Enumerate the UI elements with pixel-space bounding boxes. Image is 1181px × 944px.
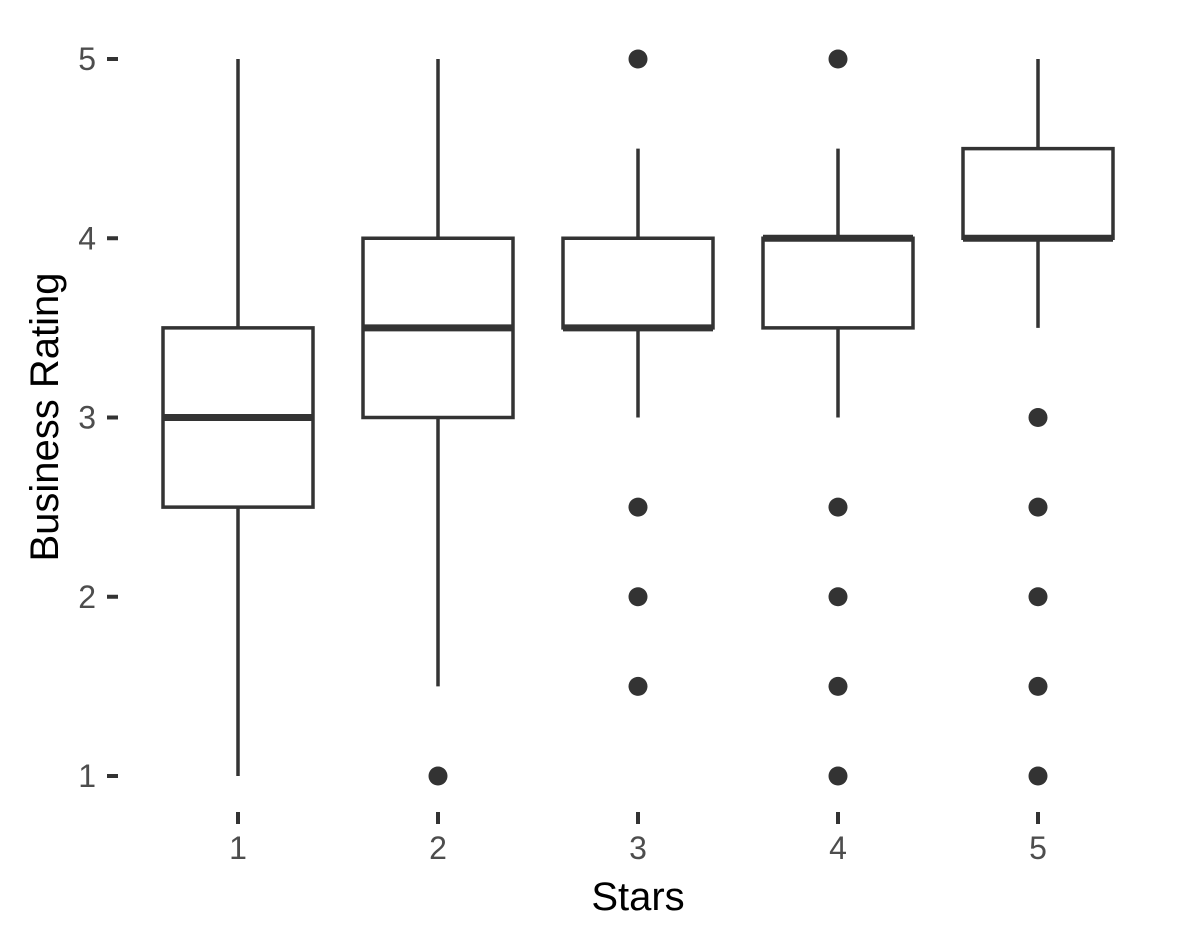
outlier-point <box>1028 497 1048 517</box>
iqr-box <box>961 146 1115 240</box>
outlier-point <box>1028 408 1048 427</box>
outlier-point <box>828 676 848 696</box>
box-group <box>361 59 515 786</box>
y-tick-label: 1 <box>78 758 96 794</box>
outlier-point <box>1028 766 1048 786</box>
y-axis: 1 2 3 4 5 <box>78 41 118 794</box>
outlier-point <box>1028 676 1048 696</box>
plot-area <box>161 49 1115 786</box>
y-axis-title: Business Rating <box>23 272 67 561</box>
y-tick-label: 3 <box>78 400 96 436</box>
x-tick-label: 2 <box>429 830 447 866</box>
iqr-box <box>561 236 715 330</box>
y-tick-label: 4 <box>78 220 96 256</box>
y-tick-label: 5 <box>78 41 96 77</box>
outlier-point <box>628 497 648 517</box>
iqr-box <box>761 236 915 330</box>
outlier-point <box>1028 587 1048 607</box>
x-tick-label: 3 <box>629 830 647 866</box>
outlier-point <box>628 49 648 69</box>
outlier-point <box>428 766 448 786</box>
outlier-point <box>628 587 648 607</box>
outlier-point <box>828 497 848 517</box>
box-group <box>961 59 1115 786</box>
x-axis: 1 2 3 4 5 <box>229 812 1047 866</box>
outlier-point <box>628 676 648 696</box>
x-tick-label: 4 <box>829 830 847 866</box>
box-group <box>561 49 715 696</box>
outlier-point <box>828 49 848 69</box>
x-tick-label: 1 <box>229 830 247 866</box>
outlier-point <box>828 587 848 607</box>
box-group <box>761 49 915 786</box>
x-tick-label: 5 <box>1029 830 1047 866</box>
x-axis-title: Stars <box>591 875 684 919</box>
box-group <box>161 59 315 776</box>
y-tick-label: 2 <box>78 579 96 615</box>
outlier-point <box>828 766 848 786</box>
